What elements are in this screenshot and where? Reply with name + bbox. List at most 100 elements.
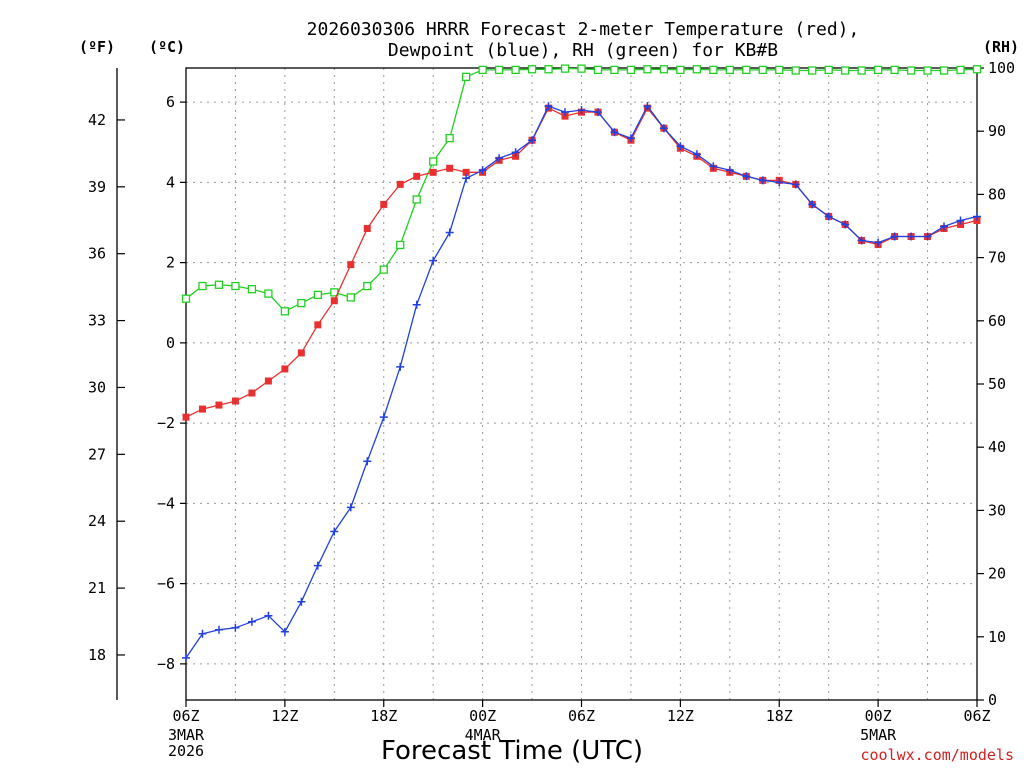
x-tick-label: 12Z <box>667 707 694 725</box>
temperature-point <box>446 164 454 172</box>
dewpoint-point <box>363 457 372 466</box>
rh-point <box>527 65 537 74</box>
x-date-label: 3MAR <box>168 726 205 744</box>
x-date-label: 4MAR <box>465 726 502 744</box>
dewpoint-point <box>857 236 866 245</box>
rh-point <box>544 65 553 74</box>
rh-point <box>610 65 619 75</box>
rh-point <box>923 66 932 75</box>
dewpoint-point <box>940 222 948 231</box>
rh-point <box>906 66 916 75</box>
celsius-tick-label: −4 <box>157 494 175 512</box>
dewpoint-point <box>824 212 833 221</box>
dewpoint-point <box>923 232 932 241</box>
fahrenheit-tick-label: 24 <box>88 512 106 530</box>
rh-point <box>231 281 240 291</box>
rh-point <box>709 65 718 75</box>
source-credit: coolwx.com/models <box>860 746 1014 764</box>
dewpoint-point <box>676 142 685 151</box>
rh-point <box>643 65 652 74</box>
dewpoint-point <box>247 617 256 626</box>
rh-point <box>824 65 833 75</box>
dewpoint-point <box>709 162 718 171</box>
dewpoint-point <box>182 653 190 662</box>
dewpoint-point <box>907 232 916 241</box>
rh-point <box>247 285 257 294</box>
x-tick-label: 06Z <box>963 707 990 725</box>
data-series <box>181 64 982 662</box>
fahrenheit-tick-label: 30 <box>88 378 106 396</box>
dewpoint-point <box>643 102 652 111</box>
dewpoint-point <box>841 220 850 229</box>
fahrenheit-unit-label: (ºF) <box>79 38 115 56</box>
rh-point <box>775 65 784 75</box>
temperature-point <box>380 200 388 208</box>
x-tick-label: 00Z <box>469 707 496 725</box>
rh-point <box>511 65 520 75</box>
dewpoint-point <box>528 136 537 145</box>
dewpoint-point <box>725 166 734 175</box>
dewpoint-point <box>775 178 784 187</box>
rh-point <box>412 195 421 204</box>
rh-point <box>396 240 405 250</box>
temperature-point <box>281 365 289 373</box>
temperature-point <box>231 397 239 405</box>
rh-point <box>956 65 965 75</box>
celsius-tick-label: 6 <box>166 93 175 111</box>
rh-point <box>461 72 471 81</box>
rh-point <box>725 65 734 75</box>
rh-tick-label: 60 <box>988 312 1006 330</box>
dewpoint-point <box>297 597 306 606</box>
fahrenheit-tick-label: 33 <box>88 312 106 330</box>
x-tick-label: 06Z <box>172 707 199 725</box>
dewpoint-point <box>742 172 751 181</box>
rh-point <box>939 66 949 75</box>
rh-tick-label: 80 <box>988 185 1006 203</box>
dewpoint-point <box>462 174 471 183</box>
celsius-unit-label: (ºC) <box>149 38 185 56</box>
x-tick-label: 12Z <box>271 707 298 725</box>
fahrenheit-tick-label: 21 <box>88 579 106 597</box>
rh-tick-label: 50 <box>988 375 1006 393</box>
rh-point <box>297 298 306 308</box>
temperature-point <box>347 261 355 269</box>
fahrenheit-tick-label: 42 <box>88 111 106 129</box>
dewpoint-point <box>956 216 965 225</box>
dewpoint-point <box>791 180 800 189</box>
rh-point <box>659 65 669 74</box>
rh-point <box>808 66 817 75</box>
rh-point <box>692 65 702 74</box>
rh-point <box>857 66 866 75</box>
rh-point <box>445 134 454 143</box>
temperature-point <box>396 180 404 188</box>
fahrenheit-tick-label: 27 <box>88 445 106 463</box>
rh-point <box>379 265 388 274</box>
temperature-point <box>561 112 569 120</box>
rh-point <box>593 65 603 75</box>
rh-tick-label: 0 <box>988 691 997 709</box>
dewpoint-point <box>313 561 322 570</box>
dewpoint-point <box>659 124 668 133</box>
celsius-tick-label: −2 <box>157 414 175 432</box>
dewpoint-point <box>280 627 289 636</box>
rh-point <box>972 65 982 74</box>
rh-point <box>742 65 751 75</box>
rh-tick-label: 30 <box>988 501 1006 519</box>
temperature-point <box>297 349 305 357</box>
temperature-point <box>330 297 338 305</box>
temperature-point <box>429 168 437 176</box>
rh-point <box>873 65 883 75</box>
rh-point <box>676 65 685 75</box>
fahrenheit-tick-label: 36 <box>88 245 106 263</box>
dewpoint-point <box>495 154 504 163</box>
dewpoint-point <box>478 166 487 175</box>
celsius-tick-label: 4 <box>166 173 175 191</box>
temperature-point <box>462 168 470 176</box>
dewpoint-point <box>890 232 899 241</box>
temperature-point <box>182 413 190 421</box>
dewpoint-point <box>758 176 767 185</box>
rh-point <box>577 64 586 73</box>
rh-point <box>494 65 504 75</box>
rh-tick-label: 90 <box>988 122 1006 140</box>
